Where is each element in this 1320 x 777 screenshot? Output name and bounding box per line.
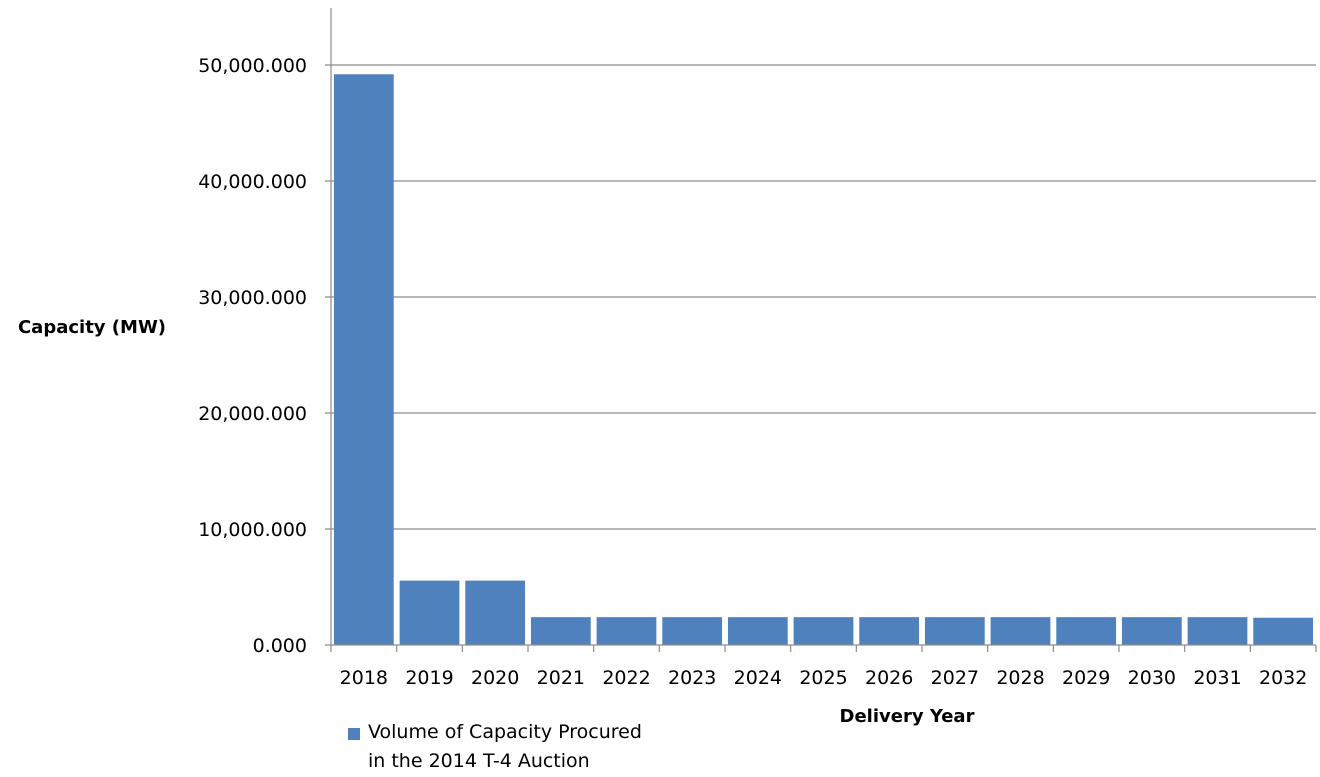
bar-2024 xyxy=(727,617,788,645)
bar-2021 xyxy=(530,617,591,645)
axes xyxy=(325,8,1317,652)
bar-2028 xyxy=(990,617,1051,645)
x-tick-label: 2019 xyxy=(405,667,453,689)
bar-2019 xyxy=(399,580,460,645)
bar-2020 xyxy=(465,580,526,645)
bars xyxy=(333,74,1314,645)
x-tick-label: 2031 xyxy=(1193,667,1241,689)
x-tick-labels: 2018 2019 2020 2021 2022 2023 2024 2025 2026 2027… xyxy=(340,667,1308,689)
gridlines xyxy=(325,64,1316,530)
x-tick-label: 2026 xyxy=(865,667,913,689)
x-tick-label: 2018 xyxy=(340,667,388,689)
bar-2018 xyxy=(333,74,394,645)
legend-swatch xyxy=(348,728,360,740)
x-tick-label: 2022 xyxy=(602,667,650,689)
y-tick-label: 10,000.000 xyxy=(198,519,307,541)
x-tick-label: 2030 xyxy=(1128,667,1176,689)
bar-2031 xyxy=(1187,617,1248,645)
y-tick-label: 0.000 xyxy=(253,635,307,657)
bar-2027 xyxy=(924,617,985,645)
y-tick-label: 20,000.000 xyxy=(198,403,307,425)
x-tick-label: 2027 xyxy=(931,667,979,689)
bar-2029 xyxy=(1056,617,1117,645)
x-tick-label: 2025 xyxy=(799,667,847,689)
x-tick-label: 2021 xyxy=(537,667,585,689)
y-tick-label: 40,000.000 xyxy=(198,171,307,193)
bar-2026 xyxy=(859,617,920,645)
x-axis-title: Delivery Year xyxy=(840,706,975,727)
y-tick-label: 30,000.000 xyxy=(198,287,307,309)
bar-2023 xyxy=(662,617,723,645)
legend: Volume of Capacity Procured in the 2014 … xyxy=(334,718,654,776)
x-tick-label: 2020 xyxy=(471,667,519,689)
x-tick-label: 2024 xyxy=(734,667,782,689)
y-axis-title: Capacity (MW) xyxy=(18,317,166,338)
y-tick-labels: 0.000 10,000.000 20,000.000 30,000.000 40,00… xyxy=(198,55,307,657)
bar-2032 xyxy=(1253,617,1314,645)
x-tick-label: 2032 xyxy=(1259,667,1307,689)
bar-2025 xyxy=(793,617,854,645)
bar-2030 xyxy=(1121,617,1182,645)
legend-label: Volume of Capacity Procured in the 2014 … xyxy=(368,721,642,772)
bar-2022 xyxy=(596,617,657,645)
x-tick-label: 2023 xyxy=(668,667,716,689)
x-tick-label: 2028 xyxy=(996,667,1044,689)
y-tick-label: 50,000.000 xyxy=(198,55,307,77)
x-tick-label: 2029 xyxy=(1062,667,1110,689)
